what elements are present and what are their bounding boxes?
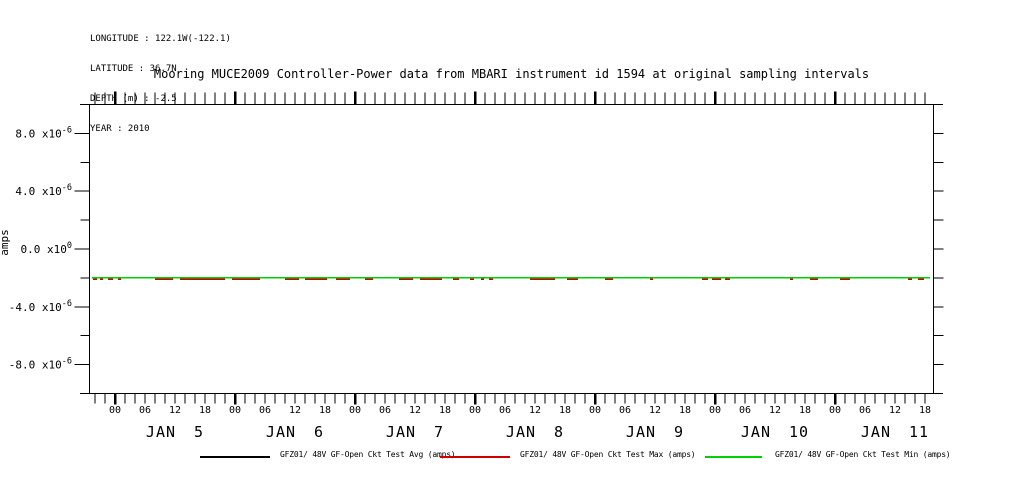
year-line: YEAR : 2010 <box>90 124 150 134</box>
y-tick-label: -8.0 x10-6 <box>9 357 72 372</box>
x-hour-label: 00 <box>589 405 601 416</box>
x-hour-label: 12 <box>169 405 181 416</box>
legend-line-avg <box>200 456 270 458</box>
x-hour-label: 06 <box>139 405 151 416</box>
x-day-label: JAN 9 <box>626 423 684 441</box>
x-hour-label: 18 <box>319 405 331 416</box>
x-hour-label: 18 <box>559 405 571 416</box>
y-tick-label: -4.0 x10-6 <box>9 299 72 314</box>
legend-line-max <box>440 456 510 458</box>
x-hour-label: 06 <box>859 405 871 416</box>
x-hour-label: 12 <box>769 405 781 416</box>
y-tick-label: 0.0 x100 <box>21 241 72 256</box>
chart-title: Mooring MUCE2009 Controller-Power data f… <box>153 67 870 81</box>
x-hour-label: 00 <box>109 405 121 416</box>
station-info-block: LONGITUDE : 122.1W(-122.1) LATITUDE : 36… <box>90 14 231 154</box>
x-hour-label: 12 <box>889 405 901 416</box>
x-day-label: JAN 7 <box>386 423 444 441</box>
legend-label-min: GFZ01/ 48V GF-Open Ckt Test Min (amps) <box>775 450 951 459</box>
x-hour-label: 00 <box>709 405 721 416</box>
x-day-label: JAN 10 <box>741 423 809 441</box>
x-hour-label: 12 <box>529 405 541 416</box>
x-hour-label: 12 <box>649 405 661 416</box>
latitude-line: LATITUDE : 36.7N <box>90 64 177 74</box>
x-hour-label: 18 <box>799 405 811 416</box>
x-day-label: JAN 8 <box>506 423 564 441</box>
depth-line: DEPTH (m) : -2.5 <box>90 94 177 104</box>
legend-label-max: GFZ01/ 48V GF-Open Ckt Test Max (amps) <box>520 450 696 459</box>
x-hour-label: 18 <box>199 405 211 416</box>
x-hour-label: 06 <box>259 405 271 416</box>
x-hour-label: 00 <box>229 405 241 416</box>
x-hour-label: 12 <box>289 405 301 416</box>
x-day-label: JAN 6 <box>266 423 324 441</box>
y-tick-label: 4.0 x10-6 <box>15 183 72 198</box>
x-day-label: JAN 11 <box>861 423 929 441</box>
y-tick-label: 8.0 x10-6 <box>15 125 72 140</box>
x-hour-label: 18 <box>439 405 451 416</box>
x-hour-label: 06 <box>499 405 511 416</box>
x-hour-label: 06 <box>739 405 751 416</box>
x-hour-label: 00 <box>349 405 361 416</box>
x-hour-label: 00 <box>469 405 481 416</box>
x-day-label: JAN 5 <box>146 423 204 441</box>
longitude-line: LONGITUDE : 122.1W(-122.1) <box>90 34 231 44</box>
x-hour-label: 06 <box>379 405 391 416</box>
x-hour-label: 18 <box>919 405 931 416</box>
legend-line-min <box>705 456 762 458</box>
legend-label-avg: GFZ01/ 48V GF-Open Ckt Test Avg (amps) <box>280 450 456 459</box>
x-hour-label: 12 <box>409 405 421 416</box>
x-hour-label: 00 <box>829 405 841 416</box>
x-hour-label: 18 <box>679 405 691 416</box>
x-hour-label: 06 <box>619 405 631 416</box>
